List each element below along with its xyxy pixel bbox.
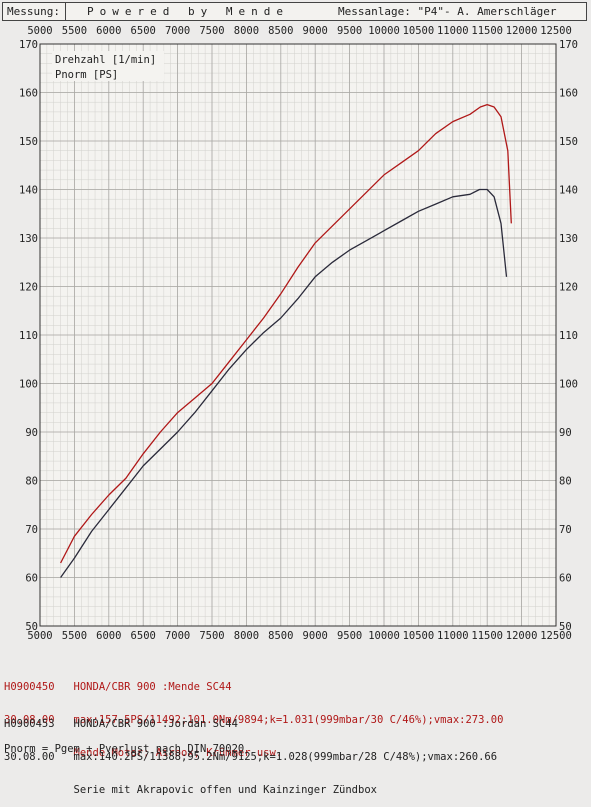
y-tick-label-left: 150: [19, 136, 38, 148]
legend-2-line-2: 30.08.00 max:140.2PS/11388;95.2Nm/9125;k…: [4, 751, 498, 763]
x-tick-label-bottom: 5500: [62, 630, 87, 642]
x-tick-label-top: 7000: [165, 25, 190, 37]
y-tick-label-right: 170: [559, 39, 578, 51]
x-tick-label-bottom: 12000: [506, 630, 538, 642]
y-tick-label-left: 160: [19, 88, 38, 100]
x-tick-label-top: 5500: [62, 25, 87, 37]
y-tick-label-left: 130: [19, 233, 38, 245]
y-tick-label-left: 120: [19, 282, 38, 294]
x-tick-label-top: 7500: [199, 25, 224, 37]
y-tick-label-right: 50: [559, 621, 572, 633]
measurement-label: Messung:: [7, 5, 60, 18]
x-tick-label-top: 9000: [303, 25, 328, 37]
x-tick-label-bottom: 5000: [27, 630, 52, 642]
legend-1-line-1: H0900450 HONDA/CBR 900 :Mende SC44: [4, 681, 232, 693]
x-tick-label-bottom: 9000: [303, 630, 328, 642]
x-tick-label-bottom: 8500: [268, 630, 293, 642]
y-tick-label-left: 90: [25, 427, 38, 439]
series-line-2: [60, 188, 508, 578]
x-tick-label-top: 8500: [268, 25, 293, 37]
x-tick-label-bottom: 10000: [368, 630, 400, 642]
y-tick-label-right: 110: [559, 330, 578, 342]
x-axis-label: Drehzahl [1/min]: [55, 54, 156, 66]
x-tick-label-bottom: 6000: [96, 630, 121, 642]
y-tick-label-right: 160: [559, 88, 578, 100]
y-tick-label-right: 60: [559, 573, 572, 585]
x-tick-label-top: 6000: [96, 25, 121, 37]
footer-note: Pnorm = Pgem + Pverlust nach DIN 70020: [4, 743, 245, 755]
x-tick-label-bottom: 11000: [437, 630, 469, 642]
legend-2-line-3: Serie mit Akrapovic offen und Kainzinger…: [4, 784, 377, 796]
y-tick-label-right: 130: [559, 233, 578, 245]
x-tick-label-top: 6500: [131, 25, 156, 37]
x-tick-label-top: 11000: [437, 25, 469, 37]
y-tick-label-right: 80: [559, 476, 572, 488]
measurement-system-label: Messanlage: "P4"- A. Amerschläger: [338, 5, 557, 18]
header-divider: [65, 3, 66, 20]
legend-2-line-1: H0900453 HONDA/CBR 900 :Jordan SC44: [4, 718, 238, 730]
y-tick-label-right: 90: [559, 427, 572, 439]
x-tick-label-bottom: 11500: [471, 630, 503, 642]
series-line-1: [60, 103, 512, 564]
y-axis-label: Pnorm [PS]: [55, 69, 118, 81]
x-tick-label-bottom: 7000: [165, 630, 190, 642]
y-tick-label-left: 140: [19, 185, 38, 197]
x-tick-label-bottom: 7500: [199, 630, 224, 642]
x-tick-label-bottom: 12500: [540, 630, 572, 642]
x-tick-label-top: 5000: [27, 25, 52, 37]
y-tick-label-left: 170: [19, 39, 38, 51]
y-tick-label-left: 80: [25, 476, 38, 488]
x-tick-label-top: 10000: [368, 25, 400, 37]
x-tick-label-bottom: 9500: [337, 630, 362, 642]
x-tick-label-top: 8000: [234, 25, 259, 37]
x-tick-label-top: 10500: [403, 25, 435, 37]
header-bar: Messung: Powered by Mende Messanlage: "P…: [2, 2, 587, 21]
y-tick-label-left: 50: [25, 621, 38, 633]
y-tick-label-left: 70: [25, 524, 38, 536]
x-tick-label-top: 12500: [540, 25, 572, 37]
x-tick-label-top: 11500: [471, 25, 503, 37]
x-tick-label-top: 12000: [506, 25, 538, 37]
x-tick-label-bottom: 10500: [403, 630, 435, 642]
axis-label-box: [52, 51, 164, 81]
y-tick-label-left: 60: [25, 573, 38, 585]
x-tick-label-top: 9500: [337, 25, 362, 37]
plot-frame: [39, 43, 557, 627]
legend-1-line-2: 30.08.00 max:157.5PS/11492;101.0Nm/9894;…: [4, 714, 504, 726]
legend-1-line-3: Mende Motor; Airbox; Krümmer usw.: [4, 747, 283, 759]
power-chart: 5000 5000 5500 5500 6000 6000 6500 6500 7000 7000…: [19, 25, 578, 642]
x-tick-label-bottom: 6500: [131, 630, 156, 642]
y-tick-label-right: 120: [559, 282, 578, 294]
legend-entry-1: H0900450 HONDA/CBR 900 :Mende SC44 30.08…: [4, 660, 503, 770]
y-tick-label-right: 140: [559, 185, 578, 197]
y-tick-label-right: 70: [559, 524, 572, 536]
y-tick-label-right: 150: [559, 136, 578, 148]
x-tick-label-bottom: 8000: [234, 630, 259, 642]
header-title: Powered by Mende: [87, 5, 289, 18]
y-tick-label-right: 100: [559, 379, 578, 391]
y-tick-label-left: 110: [19, 330, 38, 342]
y-tick-label-left: 100: [19, 379, 38, 391]
